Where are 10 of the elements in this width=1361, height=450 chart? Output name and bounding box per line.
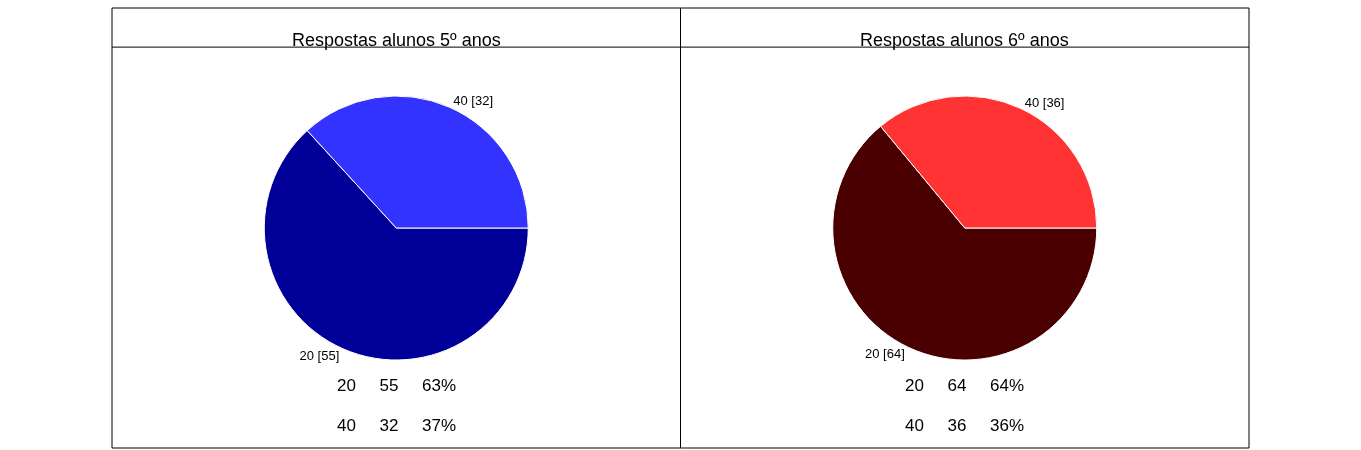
- text: 20 64 64%: [905, 376, 1025, 395]
- slice-label: 20 [55]: [299, 347, 340, 363]
- slice-label: 40 [32]: [453, 93, 494, 109]
- slice-label: 20 [64]: [865, 346, 905, 362]
- text: 40 32 37%: [337, 416, 457, 435]
- chart-title: Respostas alunos 6º anos: [860, 30, 1069, 50]
- slice-label: 40 [36]: [1024, 94, 1065, 110]
- text: 40 36 36%: [905, 416, 1025, 435]
- chart-title: Respostas alunos 5º anos: [292, 30, 501, 50]
- text: 20 55 63%: [337, 376, 457, 395]
